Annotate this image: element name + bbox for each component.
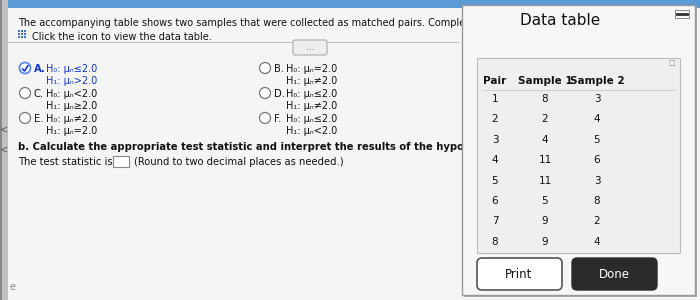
Bar bbox=[675, 10, 689, 18]
Text: □: □ bbox=[668, 60, 675, 66]
Text: 9: 9 bbox=[542, 216, 548, 226]
Text: 3: 3 bbox=[594, 94, 601, 104]
Text: Pair: Pair bbox=[484, 76, 507, 86]
Text: 6: 6 bbox=[491, 196, 498, 206]
FancyBboxPatch shape bbox=[293, 40, 327, 55]
Text: 8: 8 bbox=[491, 237, 498, 247]
Text: A.: A. bbox=[34, 64, 46, 74]
Text: H₁: μₙ=2.0: H₁: μₙ=2.0 bbox=[46, 126, 97, 136]
Text: C.: C. bbox=[34, 89, 44, 99]
Text: 4: 4 bbox=[594, 114, 601, 124]
Bar bbox=[21, 36, 23, 38]
Text: 6: 6 bbox=[594, 155, 601, 165]
Text: 3: 3 bbox=[491, 135, 498, 145]
Text: 4: 4 bbox=[594, 237, 601, 247]
Bar bbox=[24, 33, 26, 35]
FancyBboxPatch shape bbox=[572, 258, 657, 290]
Text: H₀: μₙ≠2.0: H₀: μₙ≠2.0 bbox=[46, 114, 97, 124]
Text: H₀: μₙ≤2.0: H₀: μₙ≤2.0 bbox=[46, 64, 97, 74]
Text: Print: Print bbox=[505, 268, 533, 281]
Text: Data table: Data table bbox=[519, 13, 600, 28]
Circle shape bbox=[20, 112, 31, 124]
Text: 4: 4 bbox=[491, 155, 498, 165]
Text: H₁: μₙ≥2.0: H₁: μₙ≥2.0 bbox=[46, 101, 97, 111]
Text: <: < bbox=[0, 125, 8, 135]
Text: E.: E. bbox=[34, 114, 43, 124]
Text: (Round to two decimal places as needed.): (Round to two decimal places as needed.) bbox=[134, 157, 344, 167]
Bar bbox=[24, 36, 26, 38]
Text: 11: 11 bbox=[538, 155, 552, 165]
Text: b. Calculate the appropriate test statistic and interpret the results of the hyp: b. Calculate the appropriate test statis… bbox=[18, 142, 612, 152]
Circle shape bbox=[20, 62, 31, 74]
Bar bbox=[462, 5, 695, 295]
Text: H₀: μₙ≤2.0: H₀: μₙ≤2.0 bbox=[286, 114, 337, 124]
Text: 11: 11 bbox=[538, 176, 552, 185]
Text: Done: Done bbox=[598, 268, 629, 281]
Text: <: < bbox=[0, 145, 8, 155]
Bar bbox=[18, 30, 20, 32]
Text: ...: ... bbox=[306, 43, 314, 52]
Text: 5: 5 bbox=[594, 135, 601, 145]
Bar bbox=[477, 58, 680, 253]
Bar bbox=[21, 30, 23, 32]
Bar bbox=[113, 156, 129, 167]
Text: 4: 4 bbox=[542, 135, 548, 145]
Circle shape bbox=[260, 88, 270, 98]
Text: 2: 2 bbox=[594, 216, 601, 226]
Text: 2: 2 bbox=[542, 114, 548, 124]
Text: 7: 7 bbox=[491, 216, 498, 226]
Bar bbox=[18, 36, 20, 38]
Bar bbox=[18, 33, 20, 35]
Text: Click the icon to view the data table.: Click the icon to view the data table. bbox=[32, 32, 211, 42]
FancyBboxPatch shape bbox=[477, 258, 562, 290]
Bar bbox=[0, 0, 700, 8]
Circle shape bbox=[20, 62, 31, 74]
Text: H₁: μₙ≠2.0: H₁: μₙ≠2.0 bbox=[286, 101, 337, 111]
Text: 5: 5 bbox=[491, 176, 498, 185]
Text: H₁: μₙ<2.0: H₁: μₙ<2.0 bbox=[286, 126, 337, 136]
Text: H₀: μₙ=2.0: H₀: μₙ=2.0 bbox=[286, 64, 337, 74]
Text: 3: 3 bbox=[594, 176, 601, 185]
Circle shape bbox=[20, 88, 31, 98]
Text: 9: 9 bbox=[542, 237, 548, 247]
Text: F.: F. bbox=[274, 114, 281, 124]
Bar bbox=[24, 30, 26, 32]
Text: Sample 1: Sample 1 bbox=[518, 76, 573, 86]
Text: 5: 5 bbox=[542, 196, 548, 206]
Bar bbox=[0, 0, 2, 300]
Bar bbox=[464, 7, 697, 297]
Circle shape bbox=[260, 62, 270, 74]
Text: H₁: μₙ≠2.0: H₁: μₙ≠2.0 bbox=[286, 76, 337, 86]
Text: B.: B. bbox=[274, 64, 284, 74]
Bar bbox=[21, 33, 23, 35]
Text: 8: 8 bbox=[594, 196, 601, 206]
Text: H₀: μₙ<2.0: H₀: μₙ<2.0 bbox=[46, 89, 97, 99]
Text: 8: 8 bbox=[542, 94, 548, 104]
Circle shape bbox=[260, 112, 270, 124]
Text: D.: D. bbox=[274, 89, 285, 99]
Text: H₁: μₙ>2.0: H₁: μₙ>2.0 bbox=[46, 76, 97, 86]
Text: The test statistic is: The test statistic is bbox=[18, 157, 113, 167]
Text: 2: 2 bbox=[491, 114, 498, 124]
Text: The accompanying table shows two samples that were collected as matched pairs. C: The accompanying table shows two samples… bbox=[18, 18, 612, 28]
Text: H₀: μₙ≤2.0: H₀: μₙ≤2.0 bbox=[286, 89, 337, 99]
Text: Sample 2: Sample 2 bbox=[570, 76, 624, 86]
Bar bbox=[0, 0, 8, 300]
Text: 1: 1 bbox=[491, 94, 498, 104]
Text: e: e bbox=[10, 282, 16, 292]
